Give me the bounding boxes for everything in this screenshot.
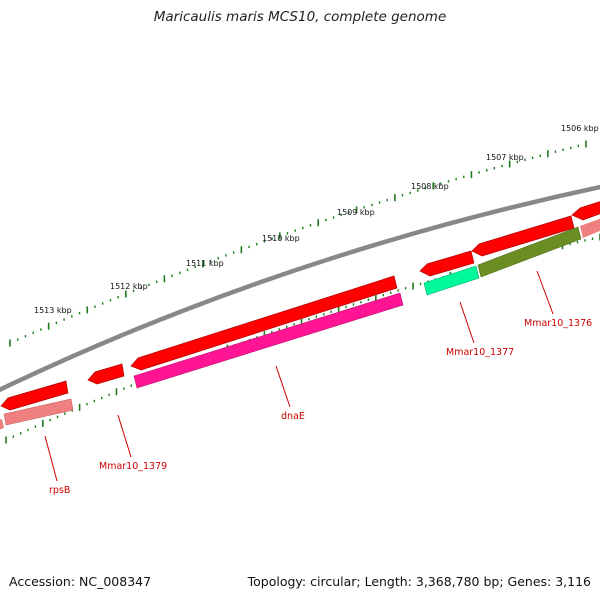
cds-arrow-6 <box>571 201 600 221</box>
gene-bar-rpsB-left <box>0 419 4 430</box>
gene-label-mmar10-1376: Mmar10_1376 <box>524 318 592 329</box>
kbp-label-1510: 1510 kbp <box>262 234 300 243</box>
gene-leaders <box>44 270 554 482</box>
gene-label-mmar10-1377: Mmar10_1377 <box>446 347 514 358</box>
gene-bar-rpsB <box>3 398 74 426</box>
gene-bar-mmar10-1377 <box>423 265 480 296</box>
kbp-label-1511: 1511 kbp <box>186 259 224 268</box>
genome-backbone <box>0 184 600 393</box>
cds-arrow-1 <box>0 380 69 411</box>
kbp-label-1506: 1506 kbp <box>561 124 599 133</box>
gene-labels: rpsB Mmar10_1379 dnaE Mmar10_1377 Mmar10… <box>49 318 592 496</box>
page-title: Maricaulis maris MCS10, complete genome <box>153 9 447 25</box>
leader-mmar10-1377 <box>459 301 475 344</box>
cds-arrow-2 <box>87 363 125 385</box>
gene-label-mmar10-1379: Mmar10_1379 <box>99 461 167 472</box>
genome-summary: Topology: circular; Length: 3,368,780 bp… <box>247 574 591 589</box>
kbp-label-1513: 1513 kbp <box>34 306 72 315</box>
kbp-label-1508: 1508 kbp <box>411 182 449 191</box>
cds-arrow-3 <box>130 275 398 371</box>
gene-label-rpsB: rpsB <box>49 485 70 496</box>
accession-text: Accession: NC_008347 <box>9 574 152 589</box>
leader-dnaE <box>275 365 291 408</box>
kbp-label-1512: 1512 kbp <box>110 282 148 291</box>
cds-arrow-4 <box>419 250 475 277</box>
gene-bar-mmar10-1376 <box>477 226 582 278</box>
kbp-label-1509: 1509 kbp <box>337 208 375 217</box>
cds-arrow-5 <box>471 215 575 257</box>
leader-mmar10-1376 <box>536 270 554 315</box>
outer-scale-ring <box>9 140 587 347</box>
kbp-label-1507: 1507 kbp <box>486 153 524 162</box>
gene-label-dnaE: dnaE <box>281 411 305 422</box>
cds-track <box>0 201 600 411</box>
leader-rpsB <box>44 435 58 482</box>
gene-bar-right-edge <box>580 218 600 238</box>
gene-bar-dnaE <box>133 292 404 389</box>
gene-track <box>0 218 600 430</box>
leader-mmar10-1379 <box>117 414 132 458</box>
